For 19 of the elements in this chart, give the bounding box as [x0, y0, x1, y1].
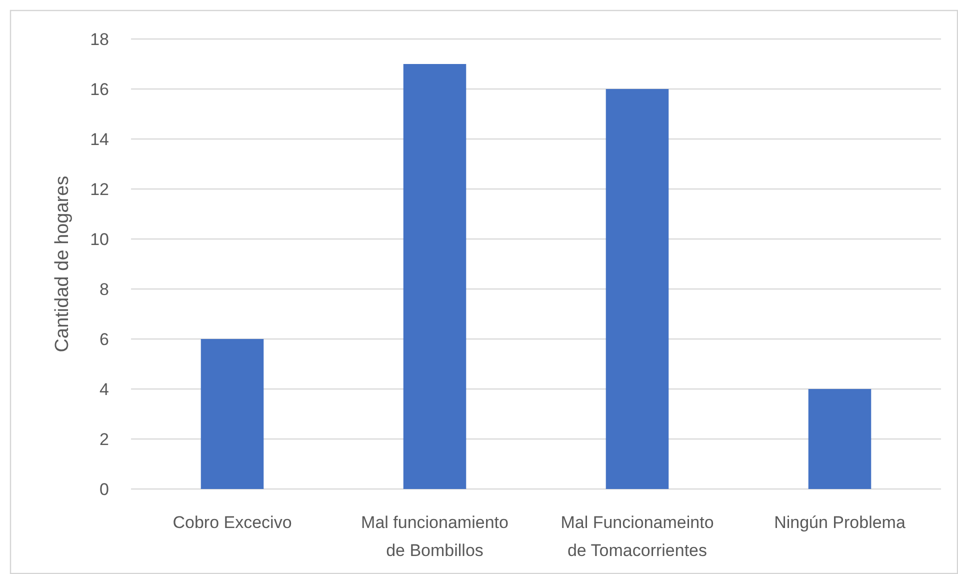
bar: [403, 64, 466, 489]
y-tick-label: 12: [90, 180, 109, 199]
x-tick-label: Ningún Problema: [774, 513, 906, 532]
y-tick-label: 4: [100, 380, 109, 399]
y-tick-label: 2: [100, 430, 109, 449]
y-axis-title: Cantidad de hogares: [52, 176, 73, 352]
y-tick-label: 14: [90, 130, 109, 149]
x-tick-label: Mal Funcionameinto de Tomacorrientes: [560, 513, 714, 560]
bar: [200, 339, 264, 489]
x-tick-label: Mal funcionamiento de Bombillos: [361, 513, 508, 560]
y-tick-label: 0: [100, 480, 109, 499]
bar: [808, 389, 872, 489]
y-tick-label: 8: [100, 280, 109, 299]
bar: [606, 89, 669, 489]
y-tick-label: 10: [90, 230, 109, 249]
y-tick-label: 16: [90, 80, 109, 99]
y-tick-label: 18: [90, 30, 109, 49]
y-tick-label: 6: [100, 330, 109, 349]
x-tick-label: Cobro Excecivo: [172, 513, 292, 532]
